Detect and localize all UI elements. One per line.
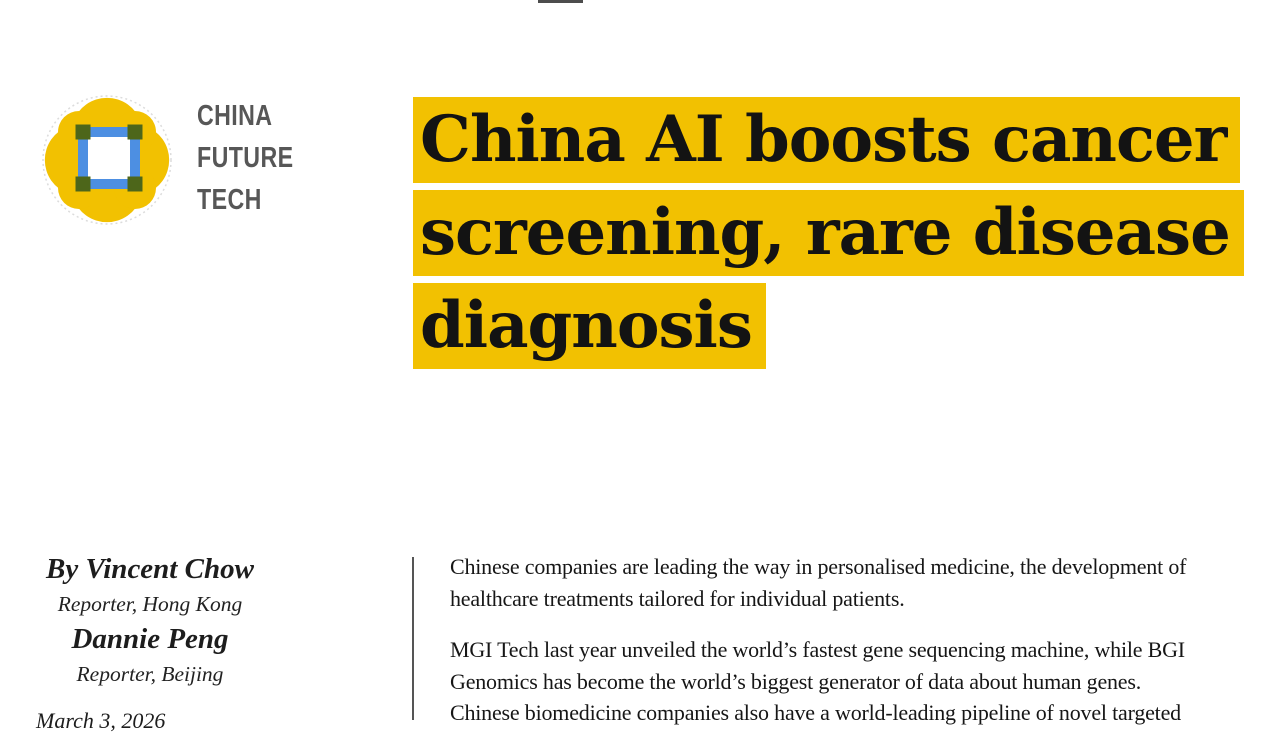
logo-square (78, 127, 140, 189)
article-line: Chinese companies are leading the way in… (450, 554, 1187, 579)
byline: By Vincent Chow Reporter, Hong Kong Dann… (17, 552, 283, 692)
viewport-top-fragment (538, 0, 583, 3)
headline-highlight: diagnosis (413, 283, 766, 369)
article-line: Chinese biomedicine companies also have … (450, 700, 1181, 725)
brand-name-line: CHINA (197, 100, 273, 132)
article-page: { "page": { "top_fragment_color": "#4d4d… (17, 0, 1253, 733)
logo-ring (42, 95, 172, 225)
brand-name-line: FUTURE (197, 142, 294, 174)
author-role-secondary: Reporter, Beijing (76, 662, 224, 686)
headline-highlight: screening, rare disease (413, 190, 1244, 276)
brand-wordmark: CHINA FUTURE TECH (197, 95, 293, 221)
article-paragraph: MGI Tech last year unveiled the world’s … (450, 634, 1250, 729)
author-name-secondary: Dannie Peng (71, 623, 229, 655)
author-role-primary: Reporter, Hong Kong (57, 592, 243, 616)
article-date: March 3, 2026 (36, 708, 166, 733)
headline-line-2: screening, rare disease (413, 190, 1253, 276)
article-line: MGI Tech last year unveiled the world’s … (450, 637, 1185, 662)
logo-square-corners (75, 124, 143, 192)
byline-divider (412, 557, 414, 720)
article-paragraph: Chinese companies are leading the way in… (450, 551, 1250, 614)
article-line: Genomics has become the world’s biggest … (450, 668, 1142, 694)
article-headline: China AI boosts cancer screening, rare d… (413, 97, 1253, 376)
headline-highlight: China AI boosts cancer (413, 97, 1241, 183)
article-line: healthcare treatments tailored for indiv… (450, 585, 905, 611)
brand-name-line: TECH (197, 184, 262, 216)
china-future-tech-logo-icon[interactable] (40, 92, 176, 228)
article-body: Chinese companies are leading the way in… (450, 551, 1250, 749)
headline-line-1: China AI boosts cancer (413, 97, 1253, 183)
author-name-primary: By Vincent Chow (46, 553, 254, 585)
headline-line-3: diagnosis (413, 283, 1253, 369)
